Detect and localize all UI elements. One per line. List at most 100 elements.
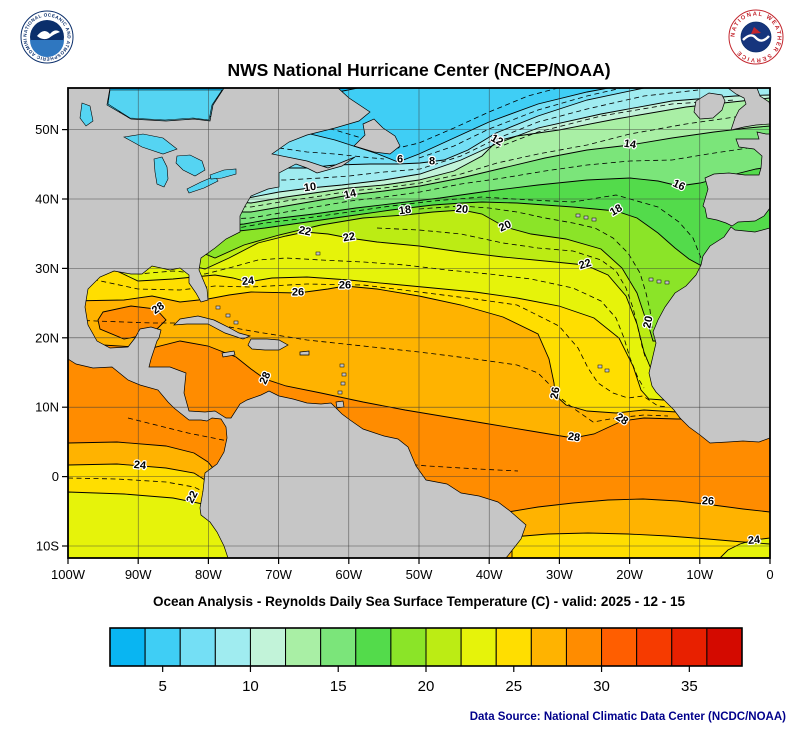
contour-label-14: 14 [623, 138, 638, 152]
contour-label-22: 22 [342, 231, 356, 245]
contour-24c [68, 247, 770, 401]
lake-hudson-james-bay [107, 89, 223, 121]
contour-label-26: 26 [549, 386, 563, 400]
lake-huron [175, 154, 206, 177]
island-speck [597, 364, 603, 369]
colorbar-tick-label-10: 10 [242, 678, 259, 695]
island-speck [591, 217, 597, 222]
land-jamaica [221, 350, 236, 358]
colorbar-segment-2 [109, 627, 146, 667]
lon-label-60W: 60W [335, 567, 362, 582]
contour-patch-satl-26-28 [503, 498, 770, 558]
colorbar-segment-20 [425, 627, 462, 667]
island-speck [664, 280, 670, 285]
lat-label-40N: 40N [35, 192, 59, 207]
lat-label-10S: 10S [36, 539, 59, 554]
colorbar-segment-8 [214, 627, 251, 667]
island-speck [225, 313, 231, 318]
colorbar-segment-6 [179, 627, 216, 667]
colorbar-segment-34 [671, 627, 708, 667]
sst-patch-pacific-22-24 [68, 492, 229, 558]
contour-label-28: 28 [567, 431, 581, 445]
noaa-logo: NATIONAL OCEANIC AND ATMOSPHERIC ADMINIS… [20, 10, 74, 64]
lon-label-90W: 90W [125, 567, 152, 582]
colorbar-segment-14 [320, 627, 357, 667]
datasource-text: Data Source: National Climatic Data Cent… [470, 711, 786, 723]
island-speck [340, 381, 346, 386]
land-britain [727, 88, 770, 131]
colorbar-segment-18 [390, 627, 427, 667]
island-speck [341, 372, 347, 377]
contour-patch-satl-24-26 [511, 532, 770, 558]
island-speck [315, 251, 321, 256]
colorbar-tick-label-35: 35 [681, 678, 698, 695]
colorbar-tick-label-20: 20 [418, 678, 435, 695]
contour-20c [68, 209, 770, 342]
lake-michigan [153, 156, 169, 188]
page-title: NWS National Hurricane Center (NCEP/NOAA… [227, 60, 610, 80]
colorbar-segment-36 [706, 627, 743, 667]
dashed-contour [68, 273, 669, 408]
dashed-contour [68, 319, 669, 423]
colorbar-segment-10 [249, 627, 287, 667]
colorbar-segment-28 [565, 627, 603, 667]
colorbar-tick-label-25: 25 [505, 678, 522, 695]
lat-label-50N: 50N [35, 122, 59, 137]
land-puerto-rico [299, 350, 310, 356]
island-speck [215, 305, 221, 310]
nws-storm-flag-icon [751, 27, 761, 34]
colorbar-tick-label-15: 15 [330, 678, 347, 695]
dashed-contour [207, 89, 699, 181]
contour-label-26: 26 [702, 495, 715, 508]
contour-label-26: 26 [339, 280, 351, 292]
land-americas [68, 88, 527, 558]
contour-label-26: 26 [292, 287, 304, 299]
island-speck [339, 363, 345, 368]
dashed-contour [495, 99, 736, 149]
lon-label-20W: 20W [616, 567, 643, 582]
lake-superior [123, 133, 178, 155]
nws-logo: NATIONAL WEATHER SERVICE [728, 9, 784, 65]
land-iberia-france [702, 131, 770, 227]
colorbar-segment-16 [355, 627, 392, 667]
island-speck [575, 213, 581, 218]
land-hispaniola [247, 338, 289, 351]
land-africa [648, 226, 770, 444]
lon-label-50W: 50W [406, 567, 433, 582]
contour-18c [68, 198, 770, 266]
lat-label-0: 0 [52, 469, 59, 484]
dashed-contour [278, 147, 385, 160]
colorbar-segment-32 [636, 627, 673, 667]
contour-label-8: 8 [429, 156, 435, 168]
colorbar-tick-label-30: 30 [593, 678, 610, 695]
lon-label-10W: 10W [686, 567, 713, 582]
colorbar-segment-12 [285, 627, 322, 667]
lon-label-30W: 30W [546, 567, 573, 582]
contour-14c [68, 125, 770, 213]
contour-label-24: 24 [747, 534, 761, 547]
dashed-contour [68, 191, 702, 259]
lake-erie [186, 175, 219, 194]
contour-label-22: 22 [298, 224, 312, 238]
contour-label-22: 22 [577, 257, 592, 272]
contour-label-10: 10 [303, 181, 317, 195]
contour-label-6: 6 [397, 154, 403, 166]
lake-ontario [209, 168, 237, 180]
contour-patch-satl-22-24 [719, 537, 770, 558]
land-cuba [173, 315, 252, 340]
lon-label-0: 0 [766, 567, 773, 582]
lake-winnipeg [79, 102, 94, 127]
contour-28c [68, 338, 770, 439]
noaa-seagull-icon [37, 30, 60, 40]
land-ireland [693, 92, 726, 120]
colorbar-tick-label-5: 5 [158, 678, 166, 695]
lat-label-30N: 30N [35, 261, 59, 276]
colorbar-segment-26 [530, 627, 567, 667]
lat-label-20N: 20N [35, 330, 59, 345]
island-speck [583, 215, 589, 220]
lat-label-10N: 10N [35, 400, 59, 415]
island-speck [604, 368, 610, 373]
contour-label-20: 20 [455, 203, 468, 216]
island-speck [656, 279, 662, 284]
